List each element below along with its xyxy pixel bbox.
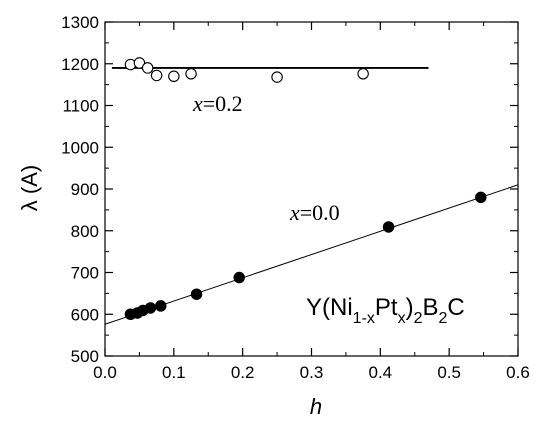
data-point-open [185, 68, 197, 80]
data-point-filled [155, 300, 167, 312]
data-point-open [133, 57, 146, 69]
x-tick-label: 0.3 [300, 363, 324, 382]
x-tick-label: 0.5 [437, 363, 461, 382]
data-point-open [271, 71, 283, 83]
x-tick-label: 0.6 [506, 363, 530, 382]
fit-line [104, 184, 519, 325]
x-tick-label: 0.0 [93, 363, 117, 382]
x-tick-label: 0.1 [162, 363, 186, 382]
x-tick-label: 0.4 [369, 363, 393, 382]
compound-label: Y(Ni1-xPtx)2B2C [306, 294, 465, 327]
y-tick-label: 600 [71, 305, 99, 324]
y-tick-label: 1200 [61, 55, 99, 74]
y-tick-label: 1000 [61, 138, 99, 157]
data-points [124, 57, 487, 320]
y-tick-label: 700 [71, 264, 99, 283]
data-point-open [357, 68, 369, 80]
x-axis-ticks: 0.0 0.1 0.2 0.3 0.4 0.5 0.6 [93, 22, 530, 382]
data-point-filled [190, 288, 203, 300]
x-axis-title: h [310, 394, 322, 419]
y-tick-label: 500 [71, 347, 99, 366]
series-label-x-0-0: x=0.0 [289, 200, 340, 225]
data-point-filled [382, 221, 395, 233]
data-point-filled [233, 271, 245, 284]
y-axis-title: λ (A) [17, 165, 42, 211]
y-tick-label: 800 [71, 222, 99, 241]
data-point-filled [475, 191, 487, 204]
series-label-x-0-2: x=0.2 [192, 91, 243, 116]
data-point-open [150, 69, 163, 82]
data-point-open [168, 70, 180, 83]
data-point-filled [144, 302, 157, 314]
x-tick-label: 0.2 [231, 363, 255, 382]
data-point-open [141, 62, 154, 74]
y-axis-ticks: 500 600 700 800 900 1000 1100 1200 1300 [61, 13, 518, 366]
y-tick-label: 1300 [61, 13, 99, 32]
y-tick-label: 1100 [62, 97, 99, 116]
y-tick-label: 900 [71, 180, 99, 199]
fit-lines [104, 67, 519, 325]
